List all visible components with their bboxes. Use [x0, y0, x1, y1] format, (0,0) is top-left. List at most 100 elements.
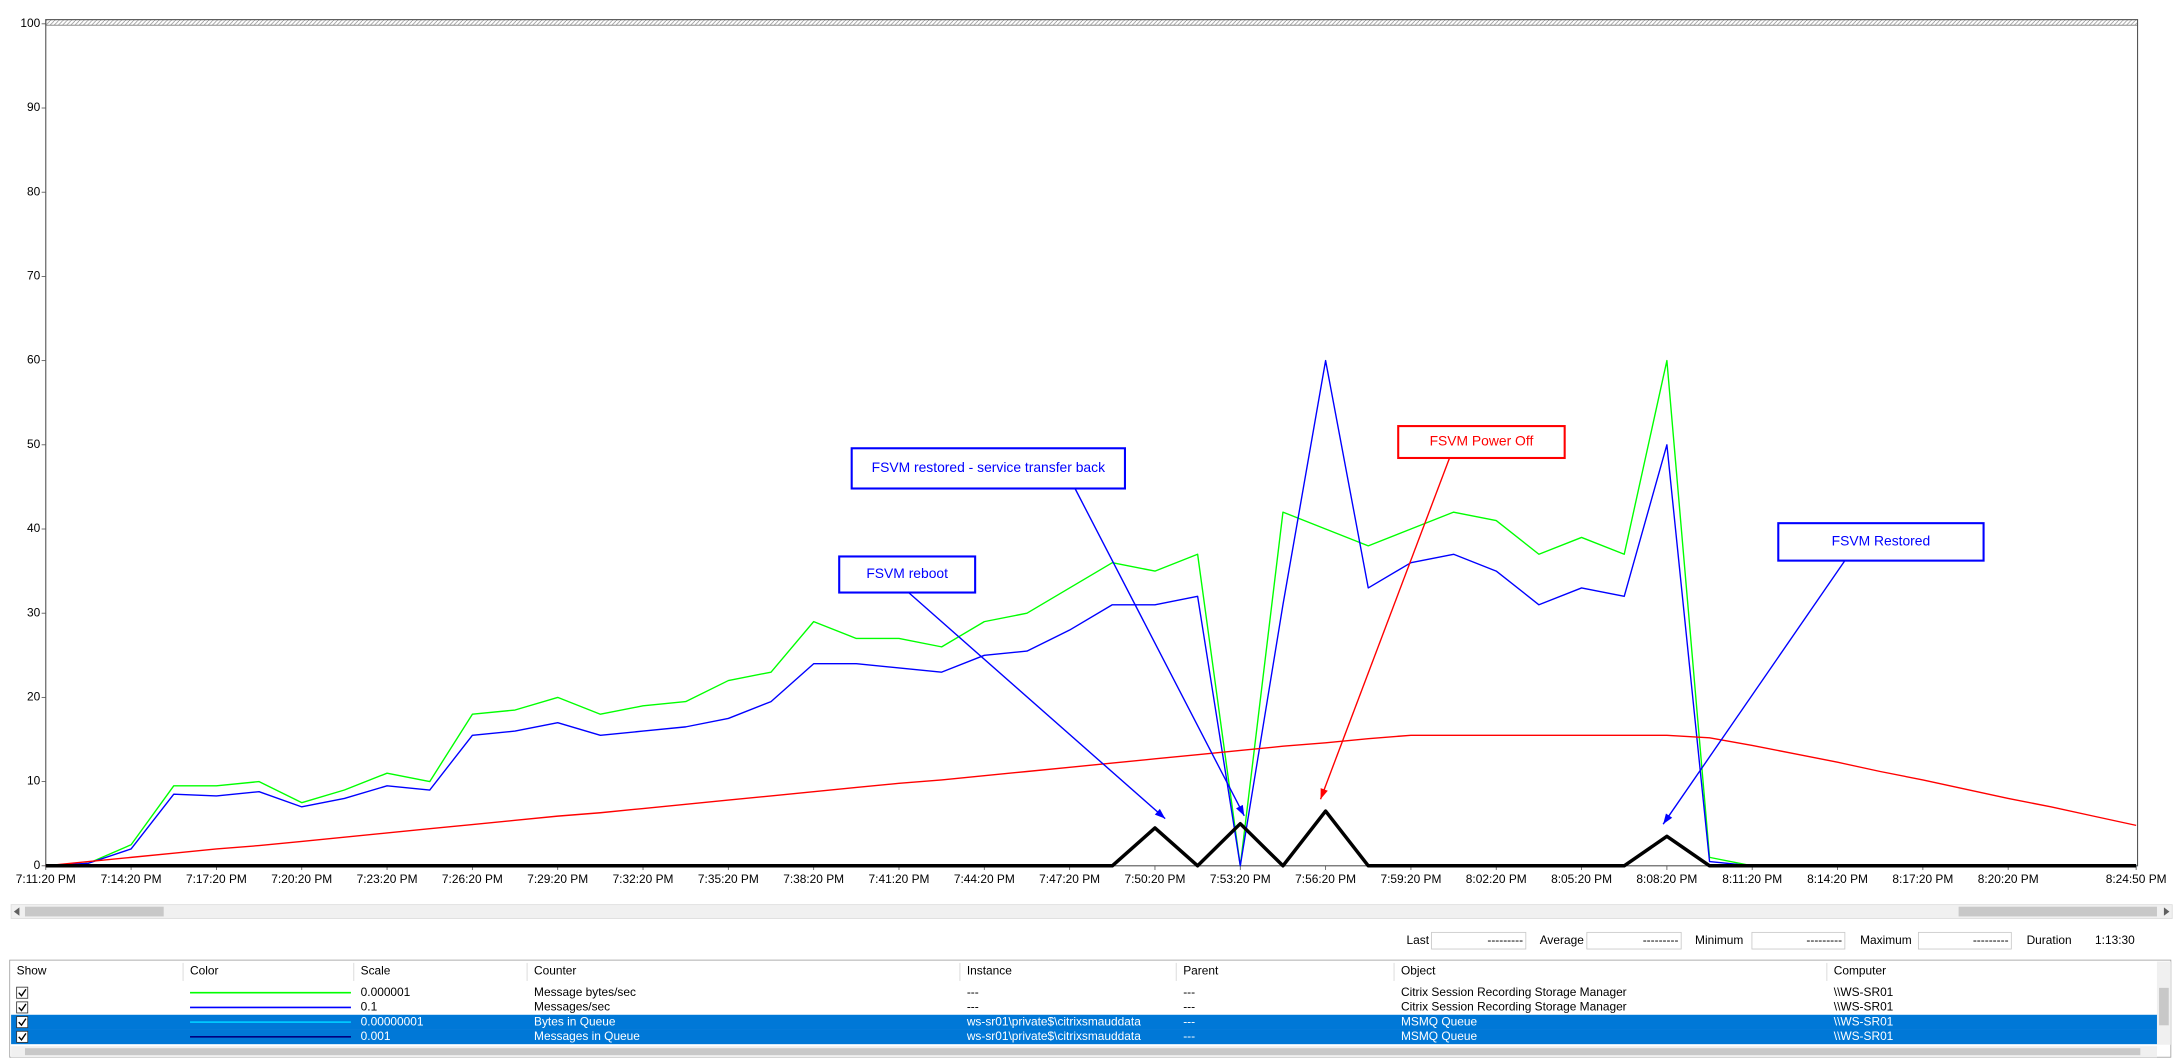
scroll-track — [10, 904, 2173, 919]
stat-label: Duration — [2027, 933, 2072, 947]
column-header[interactable]: Scale — [361, 963, 391, 977]
stat-box — [1751, 931, 1846, 950]
show-checkbox[interactable] — [16, 1001, 29, 1014]
annotation-arrow — [1074, 488, 1245, 817]
table-cell: ws-sr01\private$\citrixsmauddata — [966, 1029, 1141, 1043]
show-checkbox[interactable] — [16, 1016, 29, 1029]
y-tick-label: 100 — [20, 16, 40, 30]
scroll-thumb[interactable] — [1958, 906, 2157, 917]
stat-value: 1:13:30 — [2095, 933, 2135, 947]
checkmark — [18, 988, 27, 997]
stat-value: --------- — [1487, 933, 1523, 947]
annotation-arrow — [908, 592, 1166, 820]
table-cell: 0.000001 — [361, 985, 411, 999]
checkmark — [18, 1003, 27, 1012]
x-tick-label: 7:17:20 PM — [186, 872, 247, 886]
x-tick-label: 7:47:20 PM — [1039, 872, 1100, 886]
column-header[interactable]: Counter — [534, 963, 576, 977]
x-tick-label: 7:53:20 PM — [1210, 872, 1271, 886]
table-cell: \\WS-SR01 — [1834, 1000, 1894, 1014]
annotation-text: FSVM Power Off — [1430, 433, 1534, 449]
x-tick-label: 7:32:20 PM — [613, 872, 674, 886]
column-header[interactable]: Computer — [1834, 963, 1886, 977]
table-cell: Citrix Session Recording Storage Manager — [1401, 985, 1627, 999]
y-tick-label: 90 — [27, 100, 41, 114]
stat-label: Minimum — [1695, 933, 1743, 947]
stat-value: --------- — [1643, 933, 1679, 947]
table-cell: 0.001 — [361, 1029, 391, 1043]
scroll-right-arrow[interactable] — [2163, 907, 2170, 916]
x-tick-label: 8:17:20 PM — [1892, 872, 1953, 886]
table-cell: MSMQ Queue — [1401, 1029, 1477, 1043]
table-cell: --- — [1183, 1029, 1195, 1043]
table-cell: --- — [967, 985, 979, 999]
scroll-thumb[interactable] — [24, 906, 164, 917]
annotation-box — [850, 447, 1126, 490]
stat-label: Last — [1407, 933, 1430, 947]
stat-label: Maximum — [1860, 933, 1912, 947]
column-header[interactable]: Object — [1401, 963, 1436, 977]
x-tick-label: 7:20:20 PM — [271, 872, 332, 886]
series-line — [45, 734, 2137, 867]
column-header[interactable]: Show — [17, 963, 47, 977]
series-line — [45, 809, 2137, 868]
show-checkbox[interactable] — [16, 986, 29, 999]
annotation-arrow — [1662, 560, 1846, 825]
annotation-arrowhead — [1320, 788, 1328, 800]
x-tick-label: 8:05:20 PM — [1551, 872, 1612, 886]
table-cell: \\WS-SR01 — [1834, 1029, 1894, 1043]
table-row[interactable]: 0.1 Messages/sec --- --- Citrix Session Reco… — [16, 1000, 1894, 1014]
annotation-text: FSVM restored - service transfer back — [872, 459, 1105, 475]
y-tick-label: 20 — [27, 690, 41, 704]
table-vscroll-thumb[interactable] — [2159, 987, 2169, 1026]
stat-value: --------- — [1973, 933, 2009, 947]
x-tick-label: 8:24:50 PM — [2106, 872, 2167, 886]
stat-box — [1431, 931, 1527, 950]
column-header[interactable]: Color — [190, 963, 218, 977]
plot: 0 10 20 30 40 50 60 70 80 90 100 7:11:20 PM 7:14:20 … — [16, 16, 2167, 886]
table-cell: 0.1 — [361, 1000, 378, 1014]
table-cell: Message bytes/sec — [534, 985, 636, 999]
annotation-arrowhead — [1154, 808, 1166, 819]
x-tick-label: 7:26:20 PM — [442, 872, 503, 886]
table-cell: Messages in Queue — [534, 1029, 640, 1043]
x-tick-label: 7:44:20 PM — [954, 872, 1015, 886]
x-tick-label: 8:11:20 PM — [1722, 872, 1782, 886]
annotation-box — [838, 555, 977, 594]
scroll-left-arrow[interactable] — [13, 907, 20, 916]
annotation-arrowhead — [1236, 804, 1245, 816]
table-hscroll-thumb[interactable] — [24, 1048, 2141, 1056]
column-header[interactable]: Instance — [967, 963, 1012, 977]
checkmark — [18, 1018, 27, 1027]
table-row[interactable]: 0.000001 Message bytes/sec --- --- Citrix Se… — [16, 985, 1894, 999]
y-tick-label: 70 — [27, 269, 41, 283]
x-tick-label: 8:20:20 PM — [1978, 872, 2039, 886]
y-tick-label: 10 — [27, 774, 41, 788]
annotation-box — [1777, 522, 1985, 562]
x-tick-label: 7:35:20 PM — [698, 872, 759, 886]
annotation-arrow — [1319, 457, 1451, 800]
y-tick-label: 40 — [27, 521, 41, 535]
plot-top-band — [45, 19, 2138, 26]
table-cell: Messages/sec — [534, 1000, 610, 1014]
stats-bar: Last --------- Average --------- Minimum ----… — [1407, 931, 2135, 950]
table-cell: --- — [967, 1000, 979, 1014]
table-cell: Bytes in Queue — [534, 1014, 616, 1028]
row-highlight — [11, 1029, 2157, 1045]
table-cell: Citrix Session Recording Storage Manager — [1401, 1000, 1627, 1014]
table-cell: 0.00000001 — [361, 1014, 424, 1028]
annotation-box — [1397, 425, 1566, 460]
table-row[interactable]: 0.00000001 Bytes in Queue ws-sr01\private$… — [11, 1014, 2157, 1030]
x-tick-label: 7:23:20 PM — [357, 872, 418, 886]
stat-box — [1917, 931, 2012, 950]
table-cell: \\WS-SR01 — [1834, 1014, 1894, 1028]
time-scrollbar[interactable] — [10, 904, 2173, 919]
show-checkbox[interactable] — [16, 1030, 29, 1043]
x-tick-label: 8:02:20 PM — [1466, 872, 1527, 886]
y-tick-label: 0 — [34, 858, 41, 872]
table-cell: --- — [1183, 1000, 1195, 1014]
column-header[interactable]: Parent — [1183, 963, 1219, 977]
table-row[interactable]: 0.001 Messages in Queue ws-sr01\private$\c… — [11, 1029, 2157, 1045]
